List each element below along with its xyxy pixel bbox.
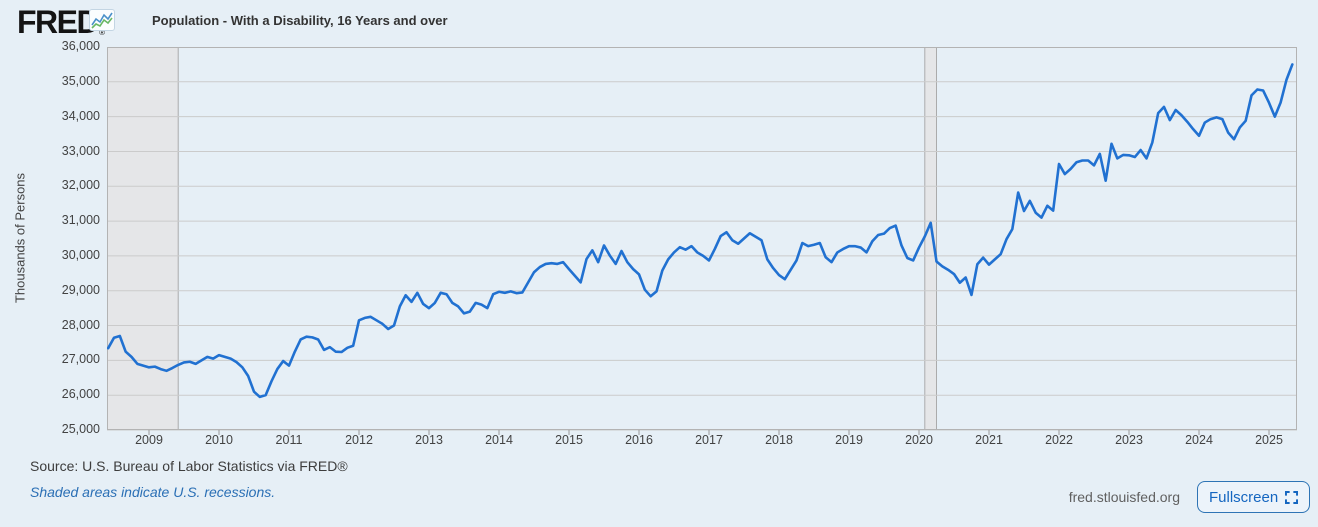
x-axis-ticks — [148, 430, 1270, 435]
chart-svg[interactable] — [107, 47, 1297, 437]
x-tick-label: 2013 — [415, 433, 443, 447]
fullscreen-expand-icon — [1285, 490, 1299, 504]
recession-band — [107, 47, 179, 430]
y-tick-label: 30,000 — [61, 247, 100, 262]
y-tick-label: 28,000 — [61, 317, 100, 332]
y-tick-label: 26,000 — [61, 387, 100, 402]
x-tick-label: 2020 — [905, 433, 933, 447]
y-tick-label: 35,000 — [61, 73, 100, 88]
x-tick-label: 2021 — [975, 433, 1003, 447]
gridlines — [107, 47, 1297, 431]
y-tick-label: 29,000 — [61, 282, 100, 297]
y-tick-label: 32,000 — [61, 178, 100, 193]
recession-note-link[interactable]: Shaded areas indicate U.S. recessions. — [30, 484, 276, 500]
fred-logo-text: FRED — [17, 4, 100, 40]
y-tick-label: 31,000 — [61, 213, 100, 228]
y-tick-label: 27,000 — [61, 352, 100, 367]
fred-logo[interactable]: FRED® — [17, 4, 105, 41]
x-tick-label: 2025 — [1255, 433, 1283, 447]
source-note: Source: U.S. Bureau of Labor Statistics … — [30, 458, 348, 474]
y-tick-label: 33,000 — [61, 143, 100, 158]
x-tick-label: 2009 — [135, 433, 163, 447]
site-label: fred.stlouisfed.org — [1068, 489, 1180, 505]
legend-line-swatch — [122, 20, 147, 23]
recession-bands — [107, 47, 937, 430]
plot-border — [107, 47, 1297, 430]
y-tick-label: 36,000 — [61, 39, 100, 53]
series-line[interactable] — [107, 63, 1294, 399]
recession-band — [924, 47, 937, 430]
x-tick-label: 2014 — [485, 433, 513, 447]
legend-series-label: Population - With a Disability, 16 Years… — [152, 13, 448, 28]
x-tick-label: 2024 — [1185, 433, 1213, 447]
registered-mark: ® — [99, 28, 106, 37]
x-tick-label: 2010 — [205, 433, 233, 447]
fullscreen-button[interactable]: Fullscreen — [1197, 481, 1311, 513]
y-tick-label: 25,000 — [61, 422, 100, 436]
x-tick-label: 2023 — [1115, 433, 1143, 447]
x-tick-label: 2015 — [555, 433, 583, 447]
x-tick-label: 2018 — [765, 433, 793, 447]
chart-plot-area[interactable] — [107, 47, 1297, 437]
x-tick-label: 2019 — [835, 433, 863, 447]
fred-sparkline-icon — [89, 9, 115, 31]
y-tick-label: 34,000 — [61, 108, 100, 123]
x-tick-label: 2017 — [695, 433, 723, 447]
x-tick-label: 2016 — [625, 433, 653, 447]
x-tick-label: 2012 — [345, 433, 373, 447]
fullscreen-button-label: Fullscreen — [1209, 488, 1279, 506]
x-tick-label: 2011 — [275, 433, 303, 447]
x-tick-label: 2022 — [1045, 433, 1073, 447]
